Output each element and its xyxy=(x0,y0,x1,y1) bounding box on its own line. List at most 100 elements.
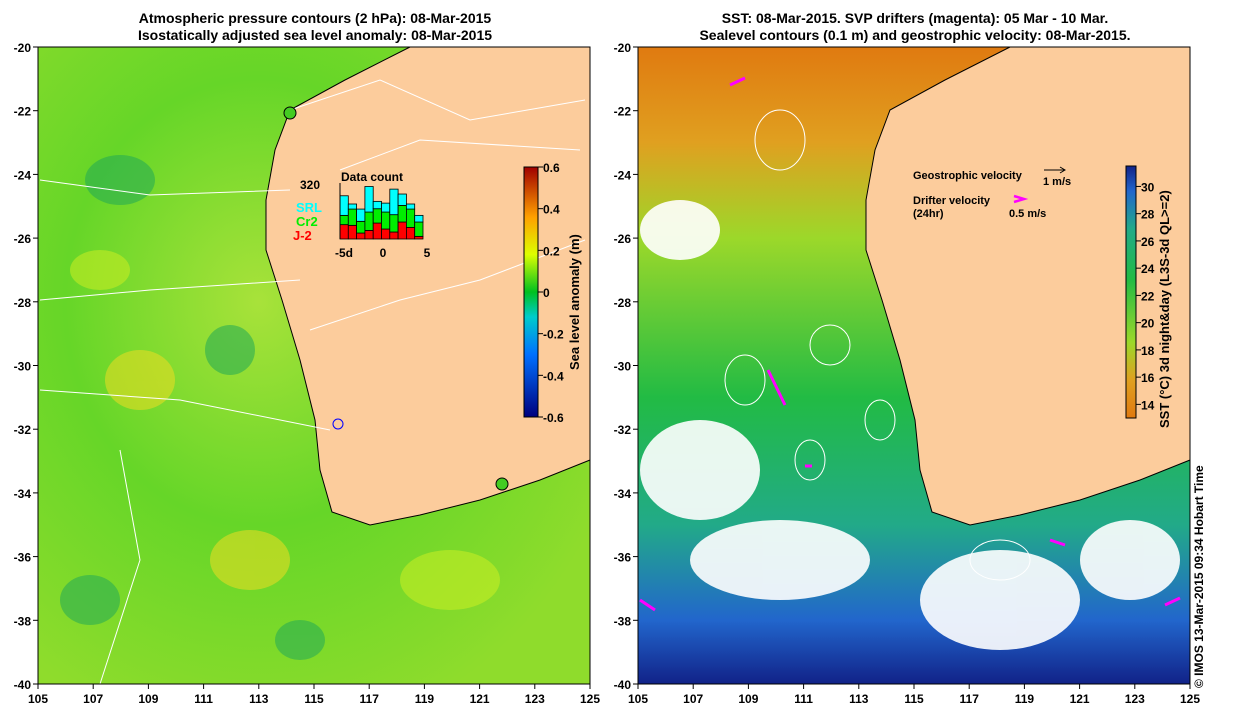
lon-tick-label: 113 xyxy=(249,692,269,706)
histogram-bar-cr2 xyxy=(372,208,382,224)
histogram-bar-cr2 xyxy=(405,208,416,228)
lon-tick-label: 123 xyxy=(525,692,545,706)
geo-scale: 1 m/s xyxy=(1043,176,1071,188)
lat-tick-label: -24 xyxy=(14,168,32,182)
histogram-bar-cr2 xyxy=(347,208,357,226)
lat-tick-label: -36 xyxy=(14,551,32,565)
left-title: Atmospheric pressure contours (2 hPa): 0… xyxy=(40,10,590,44)
histogram-bar-srl xyxy=(397,193,407,206)
colorbar-tick-label: -0.4 xyxy=(543,369,564,383)
right-map xyxy=(637,46,1191,685)
lon-tick-label: 113 xyxy=(849,692,869,706)
colorbar-tick-label: 18 xyxy=(1141,344,1155,358)
legend-srl: SRL xyxy=(296,200,322,215)
cloud-mask xyxy=(640,200,1180,650)
histogram-bar-j-2 xyxy=(405,227,416,240)
histogram-bar-j-2 xyxy=(347,224,357,240)
histogram-bar-j-2 xyxy=(364,230,374,240)
histogram-x-tick: -5d xyxy=(335,246,353,260)
sealevel-contours xyxy=(724,109,1031,581)
histogram-bar-cr2 xyxy=(356,220,366,234)
legend-j-2: J-2 xyxy=(293,228,312,243)
tide-gauge-marker xyxy=(283,106,297,120)
lon-tick-label: 115 xyxy=(304,692,324,706)
histogram-bar-cr2 xyxy=(381,211,391,230)
right-title-line1: SST: 08-Mar-2015. SVP drifters (magenta)… xyxy=(721,10,1109,26)
histogram-bar-srl xyxy=(364,186,374,213)
lat-tick-label: -28 xyxy=(614,296,632,310)
lon-tick-label: 121 xyxy=(1070,692,1090,706)
lat-tick-label: -40 xyxy=(14,678,32,692)
colorbar-tick-label: 16 xyxy=(1141,371,1155,385)
histogram-bar-cr2 xyxy=(389,214,399,233)
drifter-label: Drifter velocity xyxy=(913,195,991,207)
drifter-tracks xyxy=(639,76,1181,612)
tide-gauge-marker xyxy=(495,477,509,491)
lon-tick-label: 109 xyxy=(138,692,158,706)
drifter-scale: 0.5 m/s xyxy=(1009,208,1046,220)
lat-tick-label: -28 xyxy=(14,296,32,310)
histogram-bar-srl xyxy=(381,202,391,213)
right-title-line2: Sealevel contours (0.1 m) and geostrophi… xyxy=(699,27,1131,43)
lat-tick-label: -36 xyxy=(614,551,632,565)
histogram-bar-srl xyxy=(389,188,399,216)
lon-tick-label: 121 xyxy=(470,692,490,706)
histogram-bar-srl xyxy=(414,214,424,223)
drifter-sub: (24hr) xyxy=(913,208,944,220)
credit: © IMOS 13-Mar-2015 09:34 Hobart Time xyxy=(1192,465,1206,688)
lat-tick-label: -22 xyxy=(14,105,32,119)
lat-tick-label: -24 xyxy=(614,168,632,182)
lat-tick-label: -26 xyxy=(614,232,632,246)
lat-tick-label: -20 xyxy=(14,41,32,55)
lon-tick-label: 111 xyxy=(794,692,813,706)
right-title: SST: 08-Mar-2015. SVP drifters (magenta)… xyxy=(640,10,1190,44)
lat-tick-label: -30 xyxy=(614,360,632,374)
lon-tick-label: 117 xyxy=(960,692,980,706)
geostrophic-arrowhead-icon xyxy=(1059,166,1066,174)
histogram-bar-j-2 xyxy=(356,232,366,240)
colorbar-tick-label: 0.2 xyxy=(543,244,560,258)
histogram-bar-cr2 xyxy=(397,204,407,223)
histogram-bar-cr2 xyxy=(414,221,424,237)
histogram-bar-j-2 xyxy=(397,221,407,240)
right-colorbar-label: SST (°C) 3d night&day (L3S-3d QL>=2) xyxy=(1157,190,1172,428)
tide-gauge-marker xyxy=(332,418,344,430)
colorbar-tick-label: 28 xyxy=(1141,208,1155,222)
lon-tick-label: 125 xyxy=(1180,692,1200,706)
right-land xyxy=(865,46,1191,526)
histogram-bar-j-2 xyxy=(339,224,349,240)
lat-tick-label: -34 xyxy=(14,487,32,501)
histogram-bar-srl xyxy=(347,203,357,210)
histogram-title: Data count xyxy=(341,170,403,184)
histogram-bar-cr2 xyxy=(339,214,349,226)
histogram-bar-j-2 xyxy=(381,228,391,240)
colorbar-tick-label: -0.2 xyxy=(543,328,564,342)
lat-tick-label: -34 xyxy=(614,487,632,501)
colorbar-tick-label: 22 xyxy=(1141,289,1155,303)
lon-tick-label: 123 xyxy=(1125,692,1145,706)
lat-tick-label: -38 xyxy=(14,614,32,628)
left-anomaly-blobs xyxy=(60,155,500,660)
lat-tick-label: -30 xyxy=(14,360,32,374)
lat-tick-label: -32 xyxy=(14,423,32,437)
left-colorbar xyxy=(523,166,539,418)
lon-tick-label: 109 xyxy=(738,692,758,706)
left-title-line2: Isostatically adjusted sea level anomaly… xyxy=(137,27,493,43)
colorbar-tick-label: 20 xyxy=(1141,317,1155,331)
colorbar-tick-label: 14 xyxy=(1141,398,1155,412)
lat-tick-label: -32 xyxy=(614,423,632,437)
colorbar-tick-label: 26 xyxy=(1141,235,1155,249)
drifter-arrow-icon xyxy=(1013,194,1029,204)
histogram-bar-cr2 xyxy=(364,211,374,231)
colorbar-tick-label: 30 xyxy=(1141,180,1155,194)
right-colorbar xyxy=(1125,165,1137,419)
colorbar-tick-label: 24 xyxy=(1141,262,1155,276)
colorbar-tick-label: 0.6 xyxy=(543,161,560,175)
lon-tick-label: 111 xyxy=(194,692,213,706)
colorbar-tick-label: -0.6 xyxy=(543,411,564,425)
lon-tick-label: 107 xyxy=(683,692,703,706)
lon-tick-label: 105 xyxy=(28,692,48,706)
colorbar-tick-label: 0 xyxy=(543,286,550,300)
lon-tick-label: 105 xyxy=(628,692,648,706)
